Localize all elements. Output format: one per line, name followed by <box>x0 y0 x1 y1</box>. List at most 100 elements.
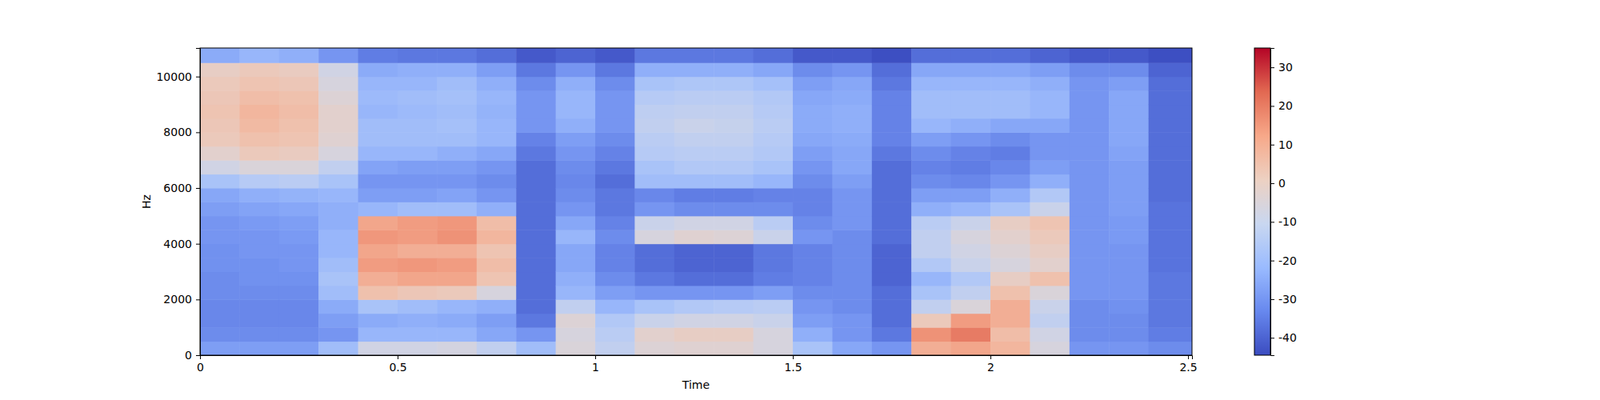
cell <box>516 48 556 64</box>
cell <box>951 244 992 259</box>
tick-mark <box>196 244 200 245</box>
cell <box>279 188 320 203</box>
cell <box>516 104 556 120</box>
chart: 00.511.522.50200040006000800010000TimeHz… <box>0 0 1600 400</box>
cell <box>239 62 280 77</box>
cell <box>516 76 556 92</box>
cell <box>951 229 992 244</box>
cell <box>753 48 794 64</box>
tick-label: 0 <box>196 360 204 374</box>
cell <box>397 146 438 161</box>
cell <box>990 188 1031 203</box>
cell <box>595 327 636 342</box>
cell <box>279 341 320 356</box>
cell <box>516 244 556 259</box>
cell <box>753 118 794 133</box>
cell <box>872 160 912 175</box>
cell <box>318 76 359 92</box>
cell <box>1148 90 1192 105</box>
cell <box>200 160 240 175</box>
cell <box>318 48 359 64</box>
cell <box>279 327 320 342</box>
cell <box>476 174 517 189</box>
cell <box>1148 244 1192 259</box>
cell <box>1069 327 1110 342</box>
cell <box>318 299 359 314</box>
cell <box>792 48 833 64</box>
cell <box>397 229 438 244</box>
cell <box>674 285 715 300</box>
cell <box>200 90 240 105</box>
cell <box>358 118 399 133</box>
cell <box>279 299 320 314</box>
cell <box>872 285 912 300</box>
cell <box>990 257 1031 272</box>
tick: 2000 <box>163 292 200 306</box>
cell <box>239 244 280 259</box>
cell <box>713 188 754 203</box>
cell <box>1108 272 1149 287</box>
cell <box>1148 285 1192 300</box>
tick-mark <box>792 355 794 360</box>
cell <box>713 118 754 133</box>
cell <box>556 146 596 161</box>
cell <box>1029 299 1070 314</box>
cell <box>634 201 675 216</box>
cell <box>674 160 715 175</box>
cell <box>436 327 477 342</box>
cell <box>516 216 556 231</box>
cell <box>713 272 754 287</box>
cell <box>239 48 280 64</box>
cell <box>318 104 359 120</box>
cell <box>556 313 596 328</box>
cell <box>476 313 517 328</box>
tick-mark <box>1270 221 1275 223</box>
cell <box>556 90 596 105</box>
cell <box>1029 118 1070 133</box>
tick-mark <box>1188 355 1189 360</box>
axis-line <box>200 356 1193 360</box>
colorbar <box>1254 48 1271 356</box>
cell <box>1069 201 1110 216</box>
tick: 6000 <box>163 181 200 195</box>
cell <box>397 341 438 356</box>
cell <box>358 299 399 314</box>
cell <box>397 272 438 287</box>
cell <box>516 285 556 300</box>
cell <box>556 48 596 64</box>
cell <box>318 313 359 328</box>
cell <box>990 313 1031 328</box>
cell <box>1108 118 1149 133</box>
cell <box>1108 104 1149 120</box>
cell <box>911 160 952 175</box>
cell <box>318 272 359 287</box>
cell <box>516 132 556 147</box>
cell <box>279 104 320 120</box>
cell <box>674 62 715 77</box>
cell <box>397 76 438 92</box>
tick-label: 1 <box>592 360 600 374</box>
cell <box>358 201 399 216</box>
cell <box>556 216 596 231</box>
tick: 20 <box>1270 99 1293 112</box>
cell <box>436 257 477 272</box>
cell <box>239 174 280 189</box>
cell <box>318 229 359 244</box>
cell <box>792 90 833 105</box>
cell <box>318 244 359 259</box>
cell <box>951 48 992 64</box>
cell <box>436 48 477 64</box>
cell <box>595 272 636 287</box>
cell <box>516 257 556 272</box>
cell <box>397 285 438 300</box>
cell <box>753 174 794 189</box>
cell <box>1108 299 1149 314</box>
cell <box>1148 216 1192 231</box>
cell <box>990 341 1031 356</box>
cell <box>1069 244 1110 259</box>
cell <box>674 299 715 314</box>
tick-label: 1.5 <box>784 360 802 374</box>
cell <box>792 341 833 356</box>
cell <box>397 216 438 231</box>
cell <box>674 327 715 342</box>
